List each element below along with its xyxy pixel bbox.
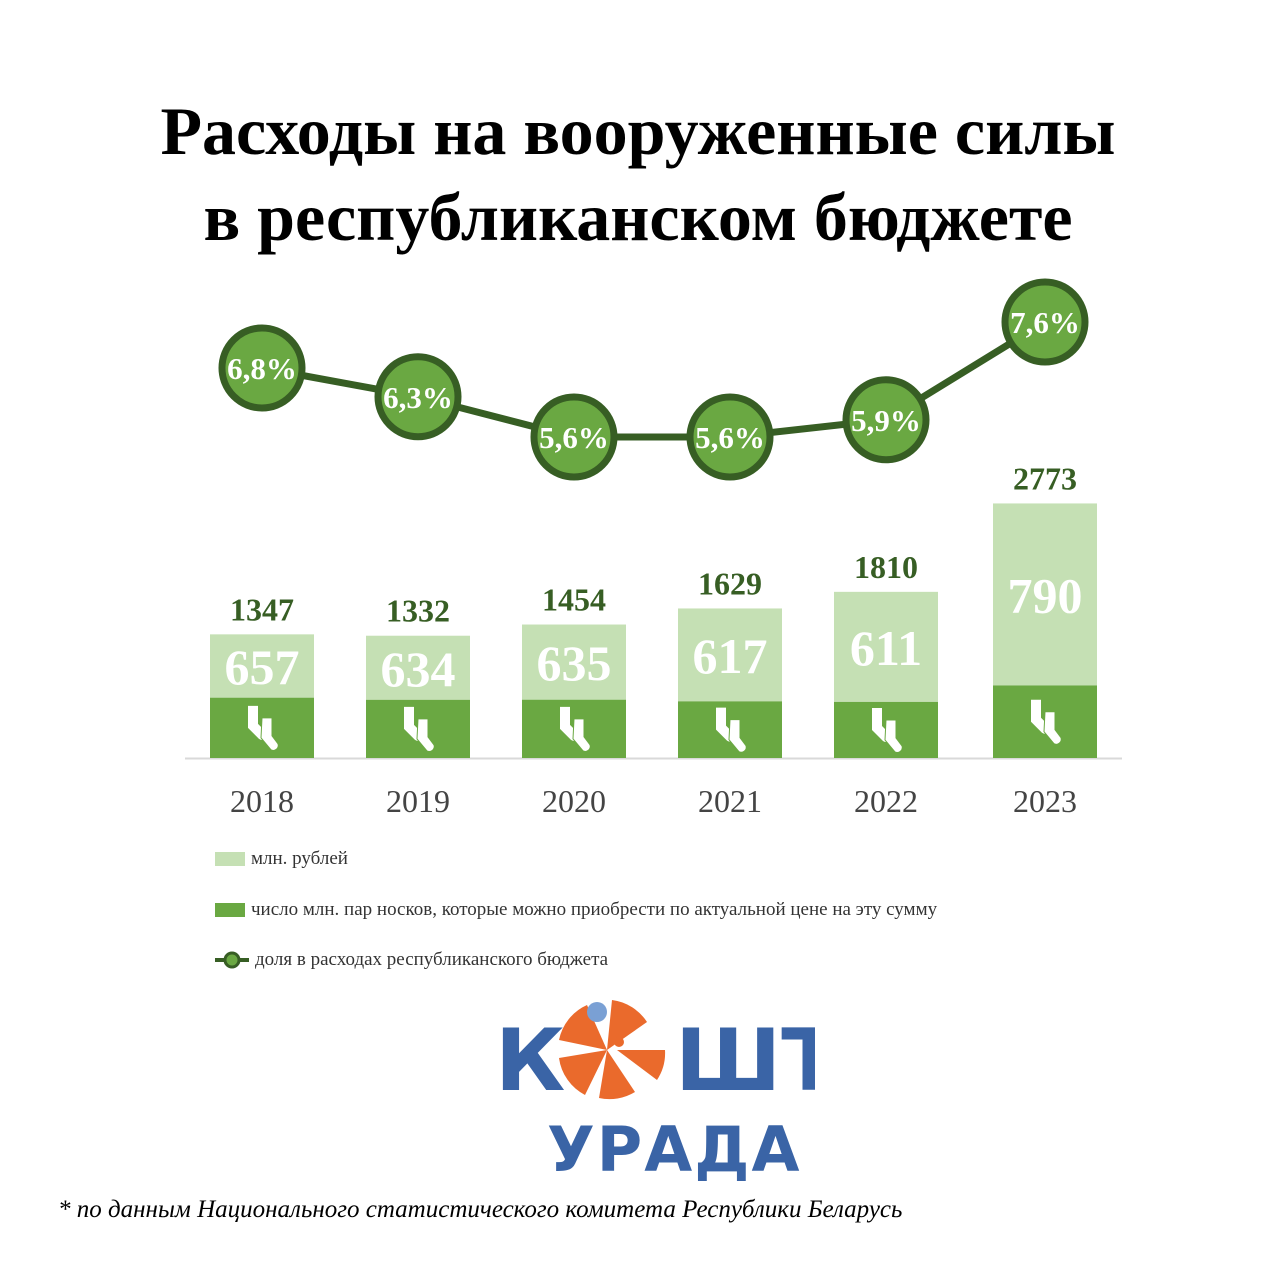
share-marker bbox=[374, 353, 462, 441]
title-line-1: Расходы на вооруженные силы bbox=[160, 93, 1116, 169]
socks-icon bbox=[560, 706, 591, 752]
bar-total-label: 1332 bbox=[386, 593, 450, 629]
share-marker bbox=[218, 324, 306, 412]
bar-rubles bbox=[678, 608, 782, 702]
socks-icon bbox=[404, 706, 435, 752]
logo-text-bottom: УРАДА bbox=[547, 1113, 802, 1186]
chart-title: Расходы на вооруженные силы в республика… bbox=[0, 88, 1276, 260]
bar-rubles bbox=[210, 634, 314, 698]
svg-text:ШТ: ШТ bbox=[675, 1011, 815, 1111]
legend-swatch bbox=[215, 903, 245, 917]
bar-socks-value-label: 657 bbox=[225, 639, 300, 695]
share-label: 6,3% bbox=[383, 380, 453, 415]
socks-icon bbox=[1031, 699, 1062, 745]
share-label: 5,9% bbox=[851, 403, 921, 438]
x-tick-label: 2019 bbox=[386, 783, 450, 819]
legend-swatch bbox=[215, 852, 245, 866]
bar-socks-value-label: 635 bbox=[537, 635, 612, 691]
bar-total-label: 2773 bbox=[1013, 460, 1077, 496]
legend-label: доля в расходах республиканского бюджета bbox=[255, 949, 609, 970]
title-line-2: в республиканском бюджете bbox=[203, 179, 1073, 255]
chart: 1347 657 2018 1332 634 2019 1454 635 2020 1629 617… bbox=[185, 278, 1122, 819]
socks-icon bbox=[872, 707, 903, 753]
x-tick-label: 2018 bbox=[230, 783, 294, 819]
bar-socks-value-label: 611 bbox=[850, 620, 922, 676]
share-label: 5,6% bbox=[695, 420, 765, 455]
legend-item-rubles: млн. рублей bbox=[215, 848, 348, 870]
bar-total-label: 1347 bbox=[230, 591, 294, 627]
logo-mark: К ШТ bbox=[495, 1000, 815, 1111]
x-tick-label: 2022 bbox=[854, 783, 918, 819]
legend-label: млн. рублей bbox=[251, 848, 348, 869]
socks-icon bbox=[248, 705, 279, 751]
koshta-urada-logo: К ШТ УРАДА bbox=[495, 995, 815, 1195]
x-tick-label: 2021 bbox=[698, 783, 762, 819]
svg-text:К: К bbox=[495, 1011, 565, 1111]
share-marker bbox=[842, 376, 930, 464]
legend-line-marker-icon bbox=[215, 951, 249, 969]
bar-socks-value-label: 634 bbox=[381, 641, 456, 697]
share-label: 5,6% bbox=[539, 420, 609, 455]
footnote: * по данным Национального статистическог… bbox=[58, 1196, 903, 1223]
share-marker bbox=[530, 393, 618, 481]
bar-total-label: 1629 bbox=[698, 565, 762, 601]
bar-rubles bbox=[834, 591, 938, 702]
x-tick-label: 2023 bbox=[1013, 783, 1077, 819]
share-label: 6,8% bbox=[227, 351, 297, 386]
bar-socks-value-label: 617 bbox=[693, 628, 768, 684]
share-label: 7,6% bbox=[1010, 305, 1080, 340]
share-marker bbox=[1001, 278, 1089, 366]
bar-socks-value-label: 790 bbox=[1008, 567, 1083, 623]
legend-label: число млн. пар носков, которые можно при… bbox=[251, 899, 938, 920]
bar-total-label: 1454 bbox=[542, 582, 606, 618]
legend-item-socks: число млн. пар носков, которые можно при… bbox=[215, 899, 937, 921]
bar-total-label: 1810 bbox=[854, 549, 918, 585]
socks-icon bbox=[716, 707, 747, 753]
x-tick-label: 2020 bbox=[542, 783, 606, 819]
bar-rubles bbox=[522, 624, 626, 700]
share-marker bbox=[686, 393, 774, 481]
legend-item-share: доля в расходах республиканского бюджета bbox=[215, 949, 608, 971]
bar-rubles bbox=[993, 503, 1097, 686]
bar-rubles bbox=[366, 635, 470, 700]
